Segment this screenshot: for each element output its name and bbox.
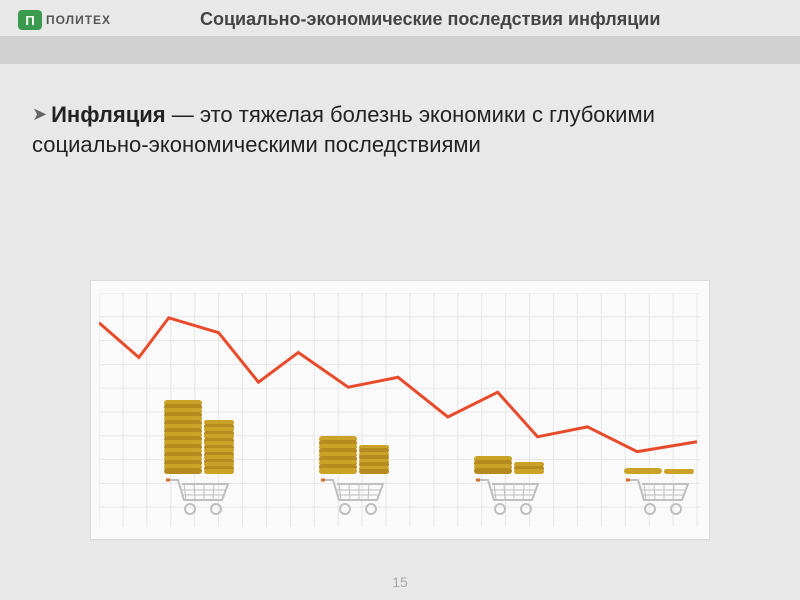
cart-item [314, 438, 394, 521]
cart-item [619, 470, 699, 521]
chevron-right-icon: ➤ [32, 102, 47, 126]
shopping-cart-icon [319, 476, 389, 516]
cart-item [159, 402, 239, 521]
shopping-cart-icon [474, 476, 544, 516]
cart-item [469, 458, 549, 521]
shopping-cart-icon [624, 476, 694, 516]
slide-title: Социально-экономические последствия инфл… [200, 8, 740, 31]
page-number: 15 [0, 574, 800, 590]
shopping-cart-icon [164, 476, 234, 516]
logo-icon: П [18, 10, 42, 30]
logo-text: ПОЛИТЕХ [46, 13, 111, 27]
definition-term: Инфляция [51, 102, 166, 127]
definition-paragraph: ➤Инфляция — это тяжелая болезнь экономик… [32, 100, 740, 159]
logo: П ПОЛИТЕХ [18, 10, 111, 30]
chart-inner [99, 293, 701, 527]
header-band [0, 36, 800, 64]
inflation-chart [90, 280, 710, 540]
